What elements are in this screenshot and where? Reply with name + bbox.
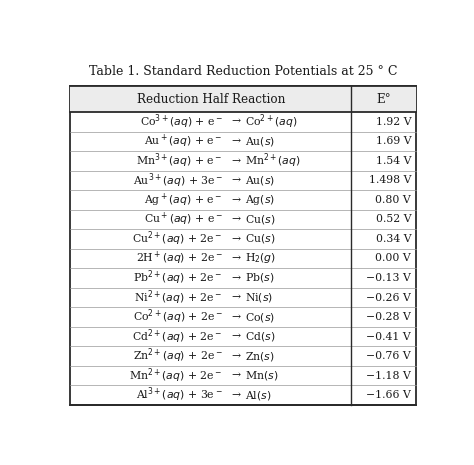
Text: 1.54 V: 1.54 V: [376, 156, 411, 166]
Text: Au$^{3+}$$(aq)$ + 3e$^-$: Au$^{3+}$$(aq)$ + 3e$^-$: [133, 171, 223, 190]
Text: →: →: [231, 292, 240, 303]
Text: 0.80 V: 0.80 V: [375, 195, 411, 205]
Text: Co$^{2+}$$(aq)$: Co$^{2+}$$(aq)$: [245, 113, 297, 131]
Text: Zn$^{2+}$$(aq)$ + 2e$^-$: Zn$^{2+}$$(aq)$ + 2e$^-$: [133, 347, 223, 365]
Text: Al$(s)$: Al$(s)$: [245, 389, 271, 402]
Text: Cu$^{2+}$$(aq)$ + 2e$^-$: Cu$^{2+}$$(aq)$ + 2e$^-$: [132, 230, 223, 248]
Text: Ag$^+$$(aq)$ + e$^-$: Ag$^+$$(aq)$ + e$^-$: [145, 191, 223, 208]
Text: Au$(s)$: Au$(s)$: [245, 174, 275, 187]
Text: −0.41 V: −0.41 V: [366, 332, 411, 342]
Bar: [70, 86, 416, 112]
Text: Pb$^{2+}$$(aq)$ + 2e$^-$: Pb$^{2+}$$(aq)$ + 2e$^-$: [133, 269, 223, 287]
Text: →: →: [231, 332, 240, 342]
Text: →: →: [231, 214, 240, 225]
Text: Mn$(s)$: Mn$(s)$: [245, 369, 278, 382]
Text: →: →: [231, 390, 240, 400]
Text: Zn$(s)$: Zn$(s)$: [245, 350, 274, 363]
Text: Co$^{2+}$$(aq)$ + 2e$^-$: Co$^{2+}$$(aq)$ + 2e$^-$: [133, 308, 223, 326]
Text: Co$(s)$: Co$(s)$: [245, 311, 275, 324]
Text: →: →: [231, 156, 240, 166]
Text: →: →: [231, 273, 240, 283]
Text: →: →: [231, 253, 240, 264]
Text: Cu$(s)$: Cu$(s)$: [245, 213, 275, 226]
Text: 2H$^+$$(aq)$ + 2e$^-$: 2H$^+$$(aq)$ + 2e$^-$: [136, 250, 223, 267]
Text: →: →: [231, 371, 240, 381]
Text: Table 1. Standard Reduction Potentials at 25 ° C: Table 1. Standard Reduction Potentials a…: [89, 65, 397, 78]
Text: Cu$^+$$(aq)$ + e$^-$: Cu$^+$$(aq)$ + e$^-$: [144, 211, 223, 228]
Text: Cu$(s)$: Cu$(s)$: [245, 232, 275, 246]
Text: −0.76 V: −0.76 V: [366, 351, 411, 361]
Text: Cd$(s)$: Cd$(s)$: [245, 330, 275, 343]
Text: →: →: [231, 117, 240, 127]
Text: 0.00 V: 0.00 V: [375, 253, 411, 264]
Text: →: →: [231, 234, 240, 244]
Text: −0.26 V: −0.26 V: [366, 292, 411, 303]
Text: −0.13 V: −0.13 V: [366, 273, 411, 283]
Text: →: →: [231, 351, 240, 361]
Bar: [70, 86, 416, 405]
Text: −0.28 V: −0.28 V: [366, 312, 411, 322]
Text: E°: E°: [376, 93, 391, 106]
Text: Mn$^{3+}$$(aq)$ + e$^-$: Mn$^{3+}$$(aq)$ + e$^-$: [136, 152, 223, 170]
Text: −1.18 V: −1.18 V: [366, 371, 411, 381]
Text: →: →: [231, 136, 240, 146]
Text: Au$^+$$(aq)$ + e$^-$: Au$^+$$(aq)$ + e$^-$: [144, 133, 223, 150]
Text: Mn$^{2+}$$(aq)$: Mn$^{2+}$$(aq)$: [245, 152, 301, 170]
Text: Cd$^{2+}$$(aq)$ + 2e$^-$: Cd$^{2+}$$(aq)$ + 2e$^-$: [132, 327, 223, 346]
Text: 0.52 V: 0.52 V: [375, 214, 411, 225]
Text: →: →: [231, 312, 240, 322]
Text: Mn$^{2+}$$(aq)$ + 2e$^-$: Mn$^{2+}$$(aq)$ + 2e$^-$: [129, 366, 223, 385]
Text: Co$^{3+}$$(aq)$ + e$^-$: Co$^{3+}$$(aq)$ + e$^-$: [139, 113, 223, 131]
Text: 1.92 V: 1.92 V: [375, 117, 411, 127]
Text: Ni$(s)$: Ni$(s)$: [245, 291, 273, 304]
Text: Reduction Half Reaction: Reduction Half Reaction: [137, 93, 285, 106]
Text: Al$^{3+}$$(aq)$ + 3e$^-$: Al$^{3+}$$(aq)$ + 3e$^-$: [136, 386, 223, 405]
Text: 1.498 V: 1.498 V: [369, 175, 411, 186]
Text: Ag$(s)$: Ag$(s)$: [245, 193, 275, 207]
Text: →: →: [231, 175, 240, 186]
Text: Pb$(s)$: Pb$(s)$: [245, 272, 274, 285]
Text: Au$(s)$: Au$(s)$: [245, 135, 275, 148]
Text: 1.69 V: 1.69 V: [375, 136, 411, 146]
Text: →: →: [231, 195, 240, 205]
Text: Ni$^{2+}$$(aq)$ + 2e$^-$: Ni$^{2+}$$(aq)$ + 2e$^-$: [135, 288, 223, 307]
Text: H$_2$$(g)$: H$_2$$(g)$: [245, 252, 276, 266]
Text: −1.66 V: −1.66 V: [366, 390, 411, 400]
Text: 0.34 V: 0.34 V: [375, 234, 411, 244]
